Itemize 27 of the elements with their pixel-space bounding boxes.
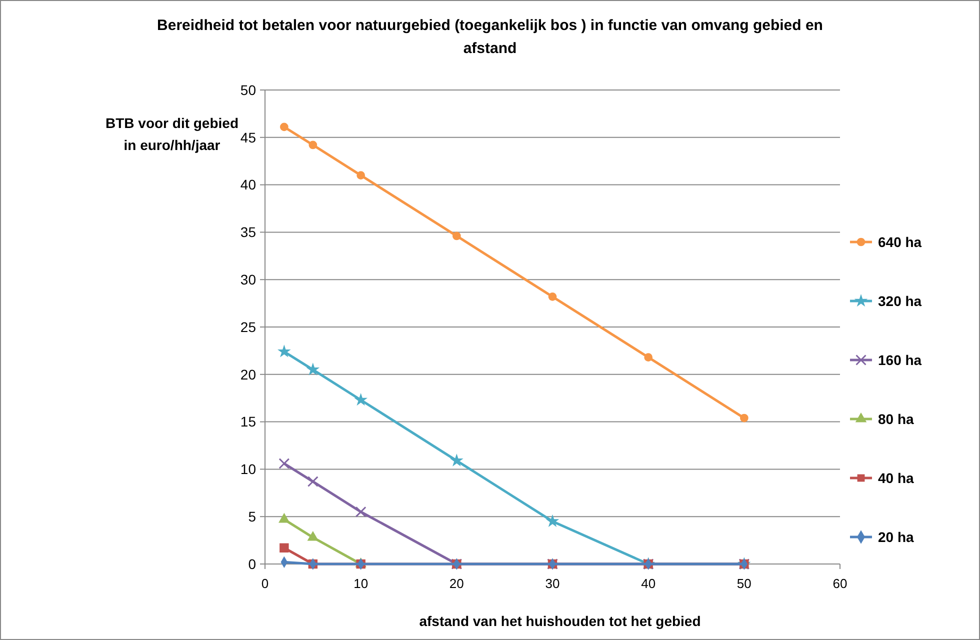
y-tick-label: 45 bbox=[240, 129, 256, 146]
y-tick-label: 50 bbox=[240, 82, 256, 98]
chart-title: Bereidheid tot betalen voor natuurgebied (toegankelijk bos ) in functie van omvang gebied en afstand bbox=[157, 17, 823, 57]
y-tick-label: 35 bbox=[240, 224, 256, 240]
x-tick-label: 10 bbox=[354, 576, 368, 591]
legend-label: 20 ha bbox=[878, 528, 914, 545]
x-tick-label: 20 bbox=[449, 576, 464, 591]
x-tick-label: 50 bbox=[736, 576, 752, 591]
legend-label: 80 ha bbox=[878, 410, 914, 427]
x-axis-title: afstand van het huishouden tot het gebied bbox=[419, 613, 701, 629]
y-tick-label: 30 bbox=[240, 272, 256, 288]
y-axis-title: BTB voor dit gebied in euro/hh/jaar bbox=[106, 115, 238, 153]
y-tick-label: 40 bbox=[240, 176, 256, 193]
x-tick-label: 30 bbox=[545, 576, 560, 591]
y-tick-label: 25 bbox=[240, 318, 256, 335]
legend-label: 40 ha bbox=[878, 470, 914, 486]
legend-label: 320 ha bbox=[878, 292, 922, 309]
y-tick-label: 20 bbox=[240, 366, 256, 382]
x-tick-label: 60 bbox=[832, 576, 848, 591]
y-tick-label: 5 bbox=[248, 508, 256, 524]
legend-label: 640 ha bbox=[878, 234, 922, 250]
legend-label: 160 ha bbox=[878, 352, 922, 368]
y-tick-label: 0 bbox=[248, 556, 256, 572]
x-tick-label: 40 bbox=[641, 576, 656, 591]
x-tick-label: 0 bbox=[261, 576, 269, 591]
y-tick-label: 15 bbox=[240, 414, 256, 430]
y-tick-label: 10 bbox=[240, 461, 256, 478]
